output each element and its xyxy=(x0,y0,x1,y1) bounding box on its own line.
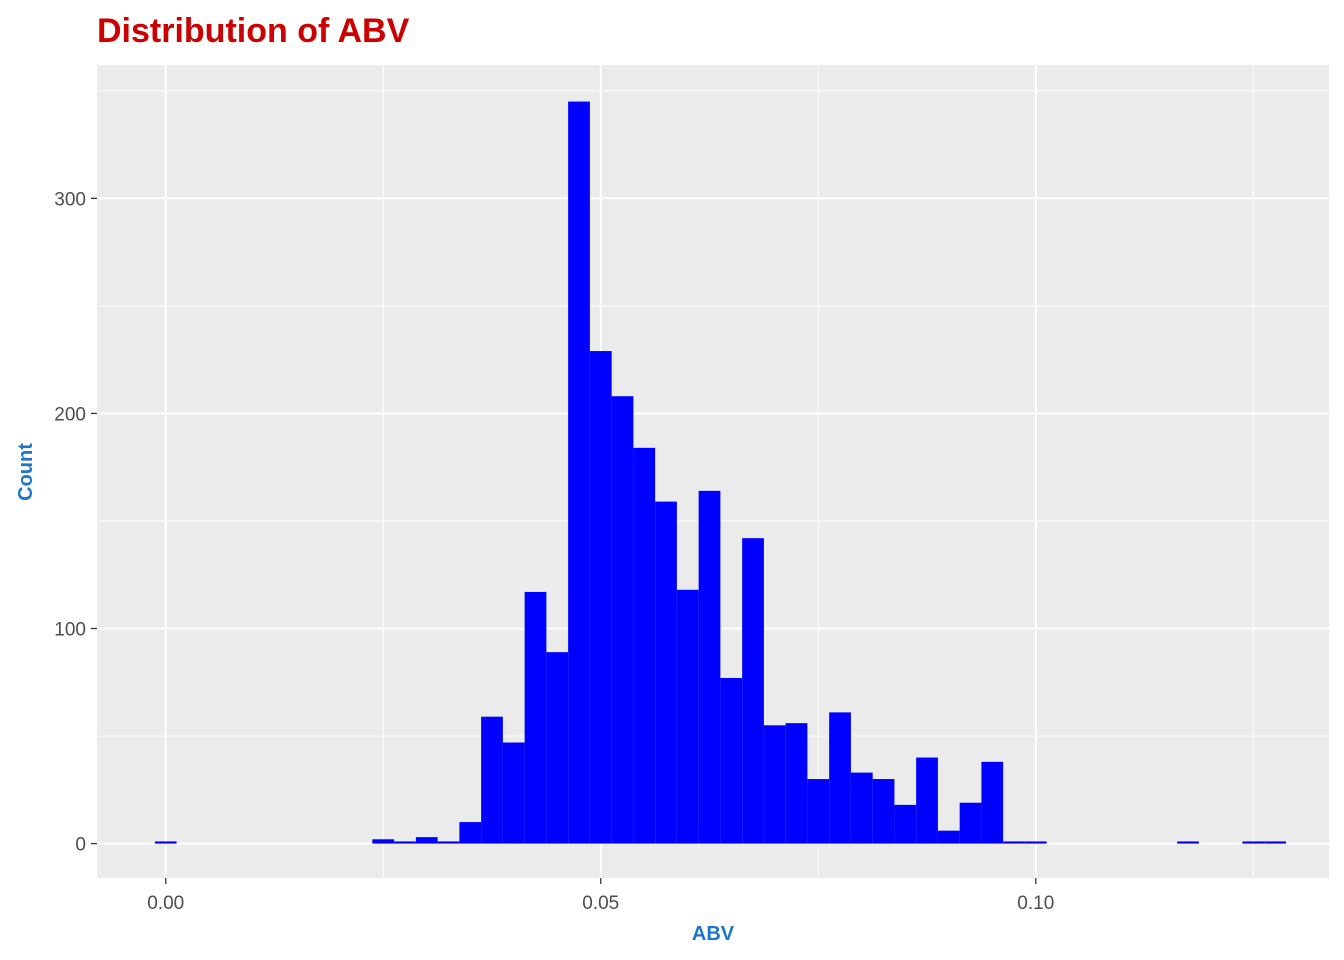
histogram-bar xyxy=(1003,841,1025,844)
histogram-bar xyxy=(742,538,764,844)
histogram-bar xyxy=(394,841,416,844)
histogram-bar xyxy=(1242,841,1265,844)
histogram-bar xyxy=(502,742,525,844)
y-axis: 0 100 200 300 xyxy=(54,189,97,856)
histogram-bar xyxy=(481,716,503,844)
histogram-bar xyxy=(568,101,590,844)
histogram-bar xyxy=(1177,841,1199,844)
histogram-bar xyxy=(372,839,395,844)
x-tick-label: 0.10 xyxy=(1017,893,1054,914)
histogram-bar xyxy=(154,841,177,844)
chart-title: Distribution of ABV xyxy=(97,12,410,50)
histogram-bar xyxy=(698,490,721,844)
x-axis: 0.00 0.05 0.10 xyxy=(147,878,1054,914)
histogram-bar xyxy=(807,779,830,844)
histogram-bar xyxy=(937,830,960,844)
histogram-bar xyxy=(785,723,808,844)
y-axis-title: Count xyxy=(15,443,37,501)
histogram-bar xyxy=(916,757,938,844)
histogram-bar xyxy=(633,447,656,844)
histogram-bar xyxy=(437,841,460,844)
histogram-bar xyxy=(676,589,699,844)
histogram-bar xyxy=(1264,841,1286,844)
histogram-bar xyxy=(720,677,743,844)
histogram-bar xyxy=(959,802,982,844)
histogram-bar xyxy=(894,804,917,844)
histogram-bar xyxy=(524,591,547,844)
histogram-bar xyxy=(655,501,677,844)
histogram-bar xyxy=(1024,841,1047,844)
histogram-bar xyxy=(611,396,634,844)
histogram-bar xyxy=(459,822,482,844)
x-axis-title: ABV xyxy=(692,923,735,945)
histogram-bar xyxy=(589,351,612,844)
histogram-bar xyxy=(829,712,851,844)
x-tick-label: 0.05 xyxy=(582,893,619,914)
y-tick-label: 100 xyxy=(54,620,86,641)
histogram-bar xyxy=(981,761,1004,844)
histogram-bars xyxy=(154,101,1286,844)
histogram-bar xyxy=(415,837,438,844)
y-tick-label: 0 xyxy=(75,835,86,856)
y-tick-label: 300 xyxy=(54,189,86,210)
y-tick-label: 200 xyxy=(54,404,86,425)
histogram-bar xyxy=(850,772,873,844)
histogram-bar xyxy=(763,725,786,844)
x-tick-label: 0.00 xyxy=(147,893,184,914)
histogram-bar xyxy=(872,779,895,844)
histogram-bar xyxy=(546,652,569,844)
